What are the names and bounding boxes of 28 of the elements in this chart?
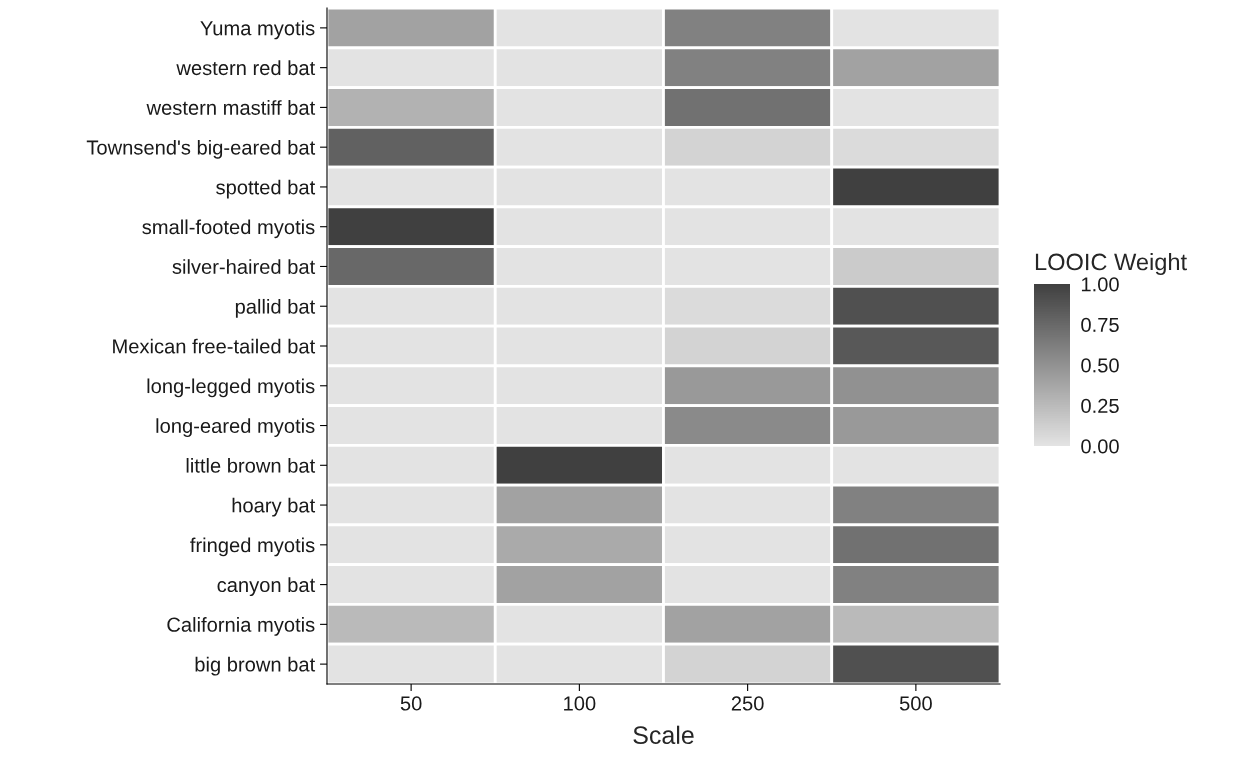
y-tick-label: hoary bat [232,497,316,517]
x-tick-label: 100 [564,696,596,711]
color-bar-label: 0.00 [1081,439,1119,454]
color-bar-label: 0.50 [1081,358,1119,373]
y-tick-label: big brown bat [195,656,316,676]
color-bar-label: 0.25 [1081,398,1119,413]
y-tick-label: silver-haired bat [172,259,316,274]
color-bar-title: LOOIC Weight [1035,253,1187,276]
y-tick-label: canyon bat [217,577,316,597]
y-tick-label: long-eared myotis [156,418,315,438]
y-tick-label: western red bat [176,60,316,76]
x-tick-label: 500 [899,696,932,711]
x-tick-label: 250 [731,696,764,711]
y-tick-label: long-legged myotis [147,378,315,398]
color-bar-label: 1.00 [1081,277,1119,292]
y-tick-label: pallid bat [235,298,316,318]
x-tick-label: 50 [400,696,422,711]
y-tick-label: California myotis [167,617,315,636]
y-tick-label: Yuma myotis [200,20,315,40]
y-tick-label: little brown bat [186,458,316,473]
y-tick-label: fringed myotis [190,537,315,557]
y-tick-label: small-footed myotis [142,219,315,239]
x-axis-title: Scale [633,725,694,745]
y-tick-label: spotted bat [216,179,316,199]
y-tick-label: western mastiff bat [146,100,316,115]
color-bar-label: 0.75 [1081,317,1119,332]
y-tick-label: Mexican free-tailed bat [113,338,316,354]
y-tick-label: Townsend's big-eared bat [86,139,316,159]
